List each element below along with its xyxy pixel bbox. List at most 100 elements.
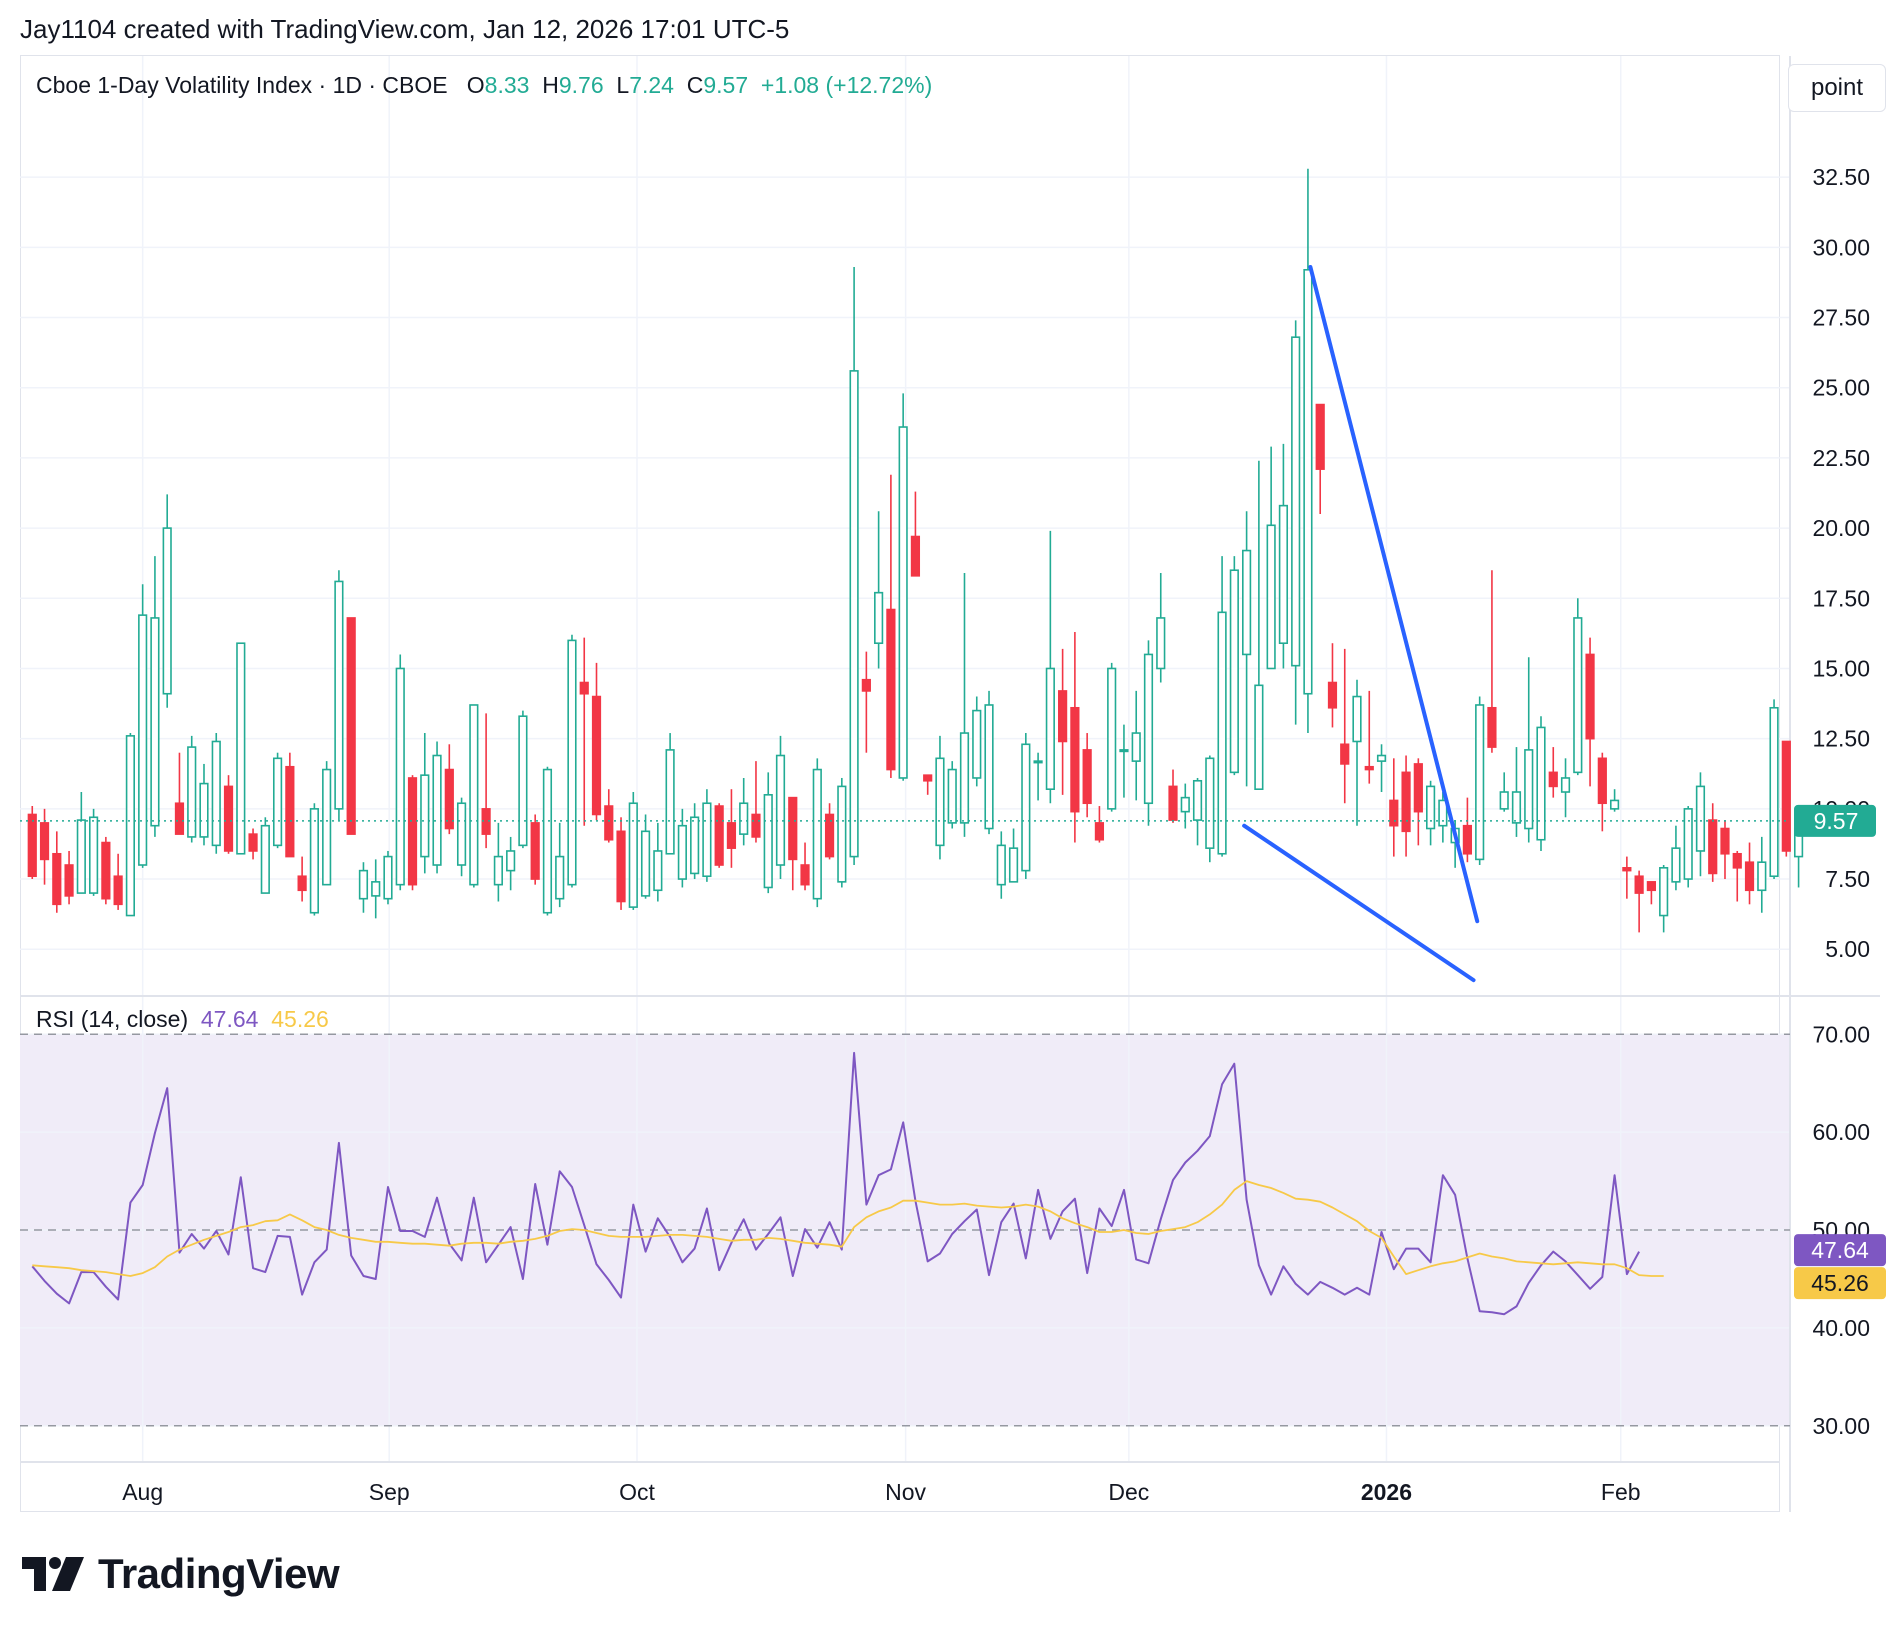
candle	[1720, 820, 1730, 880]
rsi-title[interactable]: RSI (14, close)	[36, 1006, 189, 1032]
rsi-line	[31, 1051, 1640, 1316]
candle	[1082, 733, 1092, 818]
candle	[1070, 631, 1080, 843]
candle	[358, 862, 369, 913]
rsi-value: 47.64	[200, 1006, 259, 1032]
candle	[1438, 792, 1448, 843]
rsi-tick-label: 60.00	[1812, 1119, 1870, 1145]
rsi-ma-value-badge: 45.26	[1794, 1267, 1886, 1300]
candle	[1278, 443, 1289, 669]
candle	[1609, 789, 1620, 812]
candle	[1536, 716, 1546, 851]
candle	[1217, 556, 1227, 857]
candle	[1560, 758, 1571, 818]
candle	[1499, 772, 1509, 812]
trendline-upper[interactable]	[1308, 264, 1480, 924]
high-value: 9.76	[558, 72, 604, 98]
svg-text:9.57: 9.57	[1814, 808, 1859, 834]
candle	[1045, 530, 1055, 804]
svg-text:47.64: 47.64	[1811, 1237, 1869, 1263]
candle	[1511, 747, 1522, 837]
candle	[1401, 755, 1411, 857]
candle	[1352, 679, 1362, 826]
candle	[322, 761, 332, 886]
candle	[1781, 740, 1791, 857]
high-label: H	[542, 72, 559, 98]
candle	[898, 393, 908, 781]
header-caption: Jay1104 created with TradingView.com, Ja…	[20, 14, 790, 44]
time-tick-label: Nov	[885, 1479, 926, 1505]
candle	[371, 859, 381, 919]
low-label: L	[616, 72, 630, 98]
candle	[27, 806, 37, 880]
candle	[739, 777, 749, 846]
candle	[420, 733, 430, 874]
logo-wordmark: TradingView	[98, 1550, 340, 1597]
candle	[1659, 865, 1669, 933]
candle	[1622, 856, 1632, 899]
candle	[1462, 797, 1473, 863]
candle	[1180, 783, 1190, 829]
candle	[150, 556, 160, 837]
price-tick-label: 25.00	[1812, 375, 1870, 401]
symbol-name[interactable]: Cboe 1-Day Volatility Index · 1D · CBOE	[36, 72, 448, 98]
candle	[346, 617, 356, 835]
scale-mode-button[interactable]: point	[1788, 64, 1886, 112]
candle	[432, 741, 442, 874]
trendline-lower[interactable]	[1242, 823, 1476, 983]
candle	[236, 642, 246, 855]
price-tick-label: 12.50	[1812, 726, 1870, 752]
candle	[604, 789, 614, 843]
candle	[1389, 758, 1399, 857]
candle	[1732, 850, 1742, 902]
candle	[984, 690, 994, 835]
candle	[395, 654, 405, 891]
candle	[628, 792, 638, 910]
candle	[555, 822, 565, 908]
candle	[972, 696, 982, 787]
candle	[1094, 806, 1105, 843]
candle	[665, 733, 675, 855]
change-value: +1.08 (+12.72%)	[760, 72, 933, 98]
candle	[1487, 570, 1497, 753]
rsi-tick-label: 40.00	[1812, 1315, 1870, 1341]
candle	[1683, 806, 1693, 888]
candle	[1695, 772, 1706, 877]
candle	[456, 797, 467, 877]
rsi-tick-label: 70.00	[1812, 1021, 1870, 1047]
price-tick-label: 17.50	[1812, 585, 1870, 611]
candle	[223, 775, 234, 854]
price-tick-label: 20.00	[1812, 515, 1870, 541]
symbol-legend: Cboe 1-Day Volatility Index · 1D · CBOE …	[36, 72, 932, 99]
candle	[1475, 696, 1485, 866]
candle	[530, 814, 540, 885]
candle	[383, 850, 393, 905]
candle	[996, 831, 1006, 899]
candle	[1168, 769, 1178, 823]
candle	[1156, 573, 1166, 683]
candle	[199, 763, 209, 846]
candle	[76, 792, 86, 894]
candle	[886, 474, 896, 778]
candle	[506, 836, 516, 891]
candle	[542, 766, 553, 916]
candle	[947, 761, 957, 829]
candle	[334, 570, 344, 821]
candle	[272, 752, 283, 849]
close-value: 9.57	[703, 72, 749, 98]
candle	[125, 733, 135, 917]
candle	[248, 828, 258, 860]
candle	[52, 831, 62, 913]
candle	[493, 822, 503, 902]
candle	[640, 814, 651, 899]
candle	[763, 772, 773, 894]
candle	[1008, 828, 1019, 883]
candle	[1058, 648, 1068, 795]
candle	[1634, 870, 1644, 933]
candle	[1757, 836, 1767, 913]
candle	[1303, 168, 1313, 734]
price-tick-label: 27.50	[1812, 305, 1870, 331]
tradingview-logo[interactable]: TradingView	[22, 1550, 340, 1598]
price-tick-label: 7.50	[1825, 866, 1870, 892]
